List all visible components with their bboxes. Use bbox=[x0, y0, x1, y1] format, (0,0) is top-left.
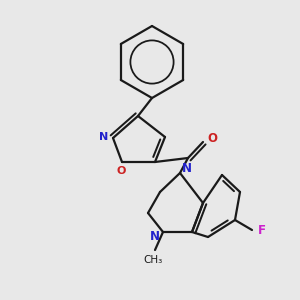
Text: O: O bbox=[207, 131, 217, 145]
Text: N: N bbox=[182, 161, 192, 175]
Text: O: O bbox=[116, 166, 126, 176]
Text: N: N bbox=[150, 230, 160, 242]
Text: N: N bbox=[99, 132, 109, 142]
Text: F: F bbox=[258, 224, 266, 236]
Text: CH₃: CH₃ bbox=[143, 255, 163, 265]
